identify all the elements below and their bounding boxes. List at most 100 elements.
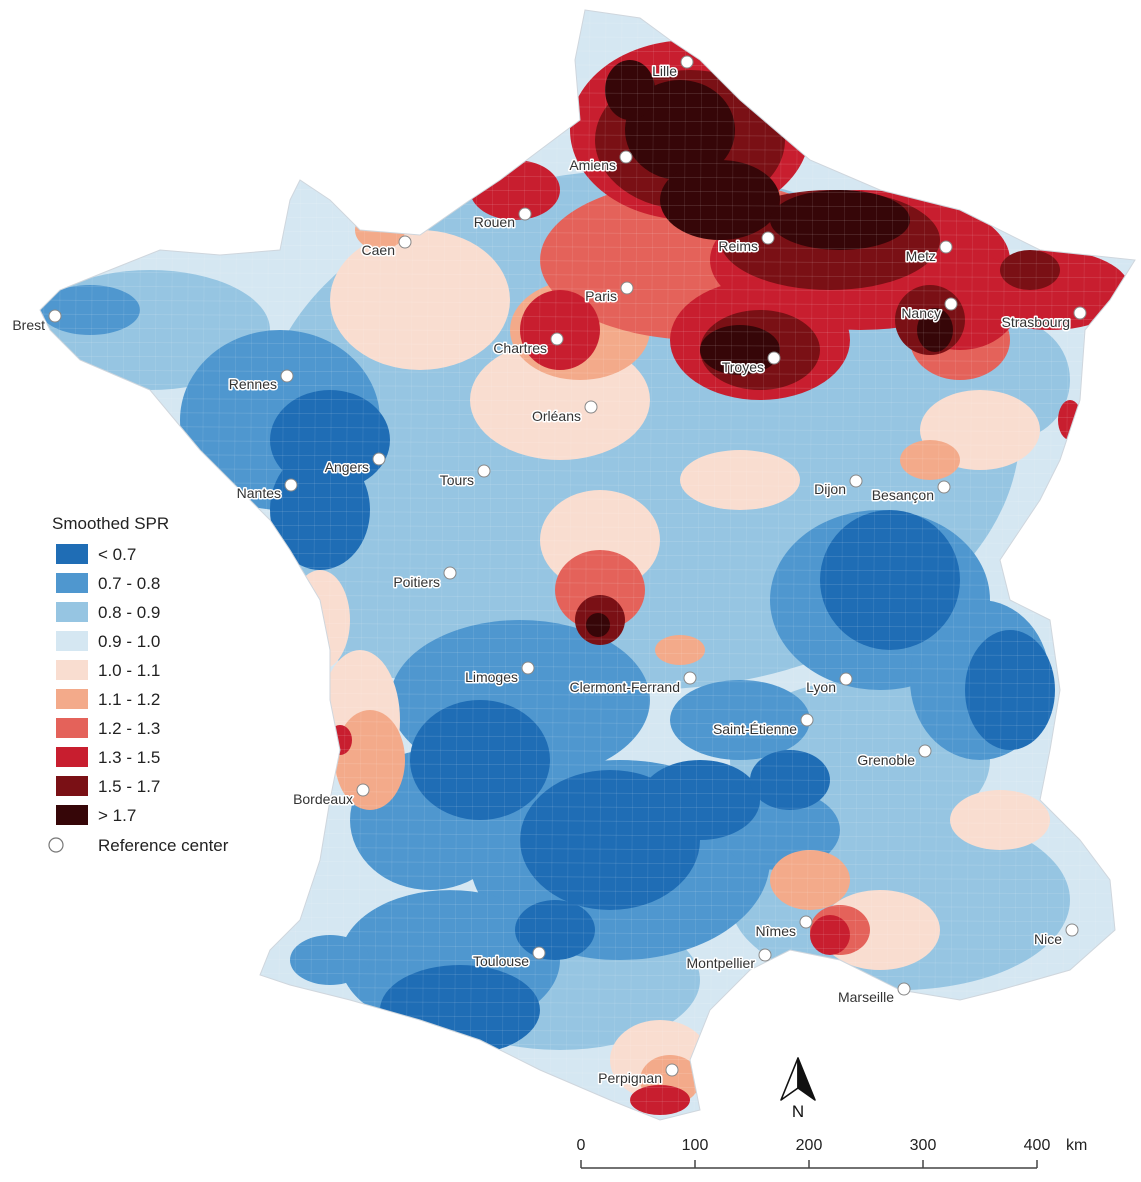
city-label-nice: Nice bbox=[1034, 931, 1062, 947]
city-marker-strasbourg bbox=[1073, 306, 1087, 320]
border-texture bbox=[40, 425, 1135, 433]
spr-zone bbox=[40, 285, 140, 335]
spr-zone bbox=[670, 680, 810, 760]
spr-zone bbox=[290, 570, 350, 670]
legend-label: > 1.7 bbox=[98, 806, 136, 825]
border-texture bbox=[40, 439, 1135, 447]
city-label-troyes: Troyes bbox=[722, 359, 764, 375]
city-marker-rouen bbox=[518, 207, 532, 221]
border-texture bbox=[181, 10, 191, 1120]
legend-swatch bbox=[56, 660, 88, 680]
legend-label: < 0.7 bbox=[98, 545, 136, 564]
legend-label: 1.2 - 1.3 bbox=[98, 719, 160, 738]
border-texture bbox=[485, 10, 495, 1120]
scale-bar: 0 100 200 300 400 km bbox=[577, 1137, 1087, 1169]
border-texture bbox=[40, 313, 1135, 321]
city-label-brest: Brest bbox=[12, 317, 45, 333]
border-texture bbox=[40, 453, 1135, 461]
city-label-tours: Tours bbox=[440, 472, 474, 488]
border-texture bbox=[709, 10, 719, 1120]
spr-zone bbox=[515, 900, 595, 960]
border-texture bbox=[1109, 10, 1119, 1120]
border-texture bbox=[40, 257, 1135, 265]
border-texture bbox=[1093, 10, 1103, 1120]
border-texture bbox=[533, 10, 543, 1120]
spr-zone bbox=[750, 750, 830, 810]
city-label-nantes: Nantes bbox=[237, 485, 281, 501]
border-texture bbox=[40, 1111, 1135, 1119]
border-texture bbox=[773, 10, 783, 1120]
city-label-lille: Lille bbox=[652, 63, 677, 79]
border-texture bbox=[117, 10, 127, 1120]
city-marker-marseille bbox=[897, 982, 911, 996]
city-label-toulouse: Toulouse bbox=[473, 953, 529, 969]
city-marker-lille bbox=[680, 55, 694, 69]
spr-zone bbox=[605, 60, 655, 120]
border-texture bbox=[885, 10, 895, 1120]
legend-swatch bbox=[56, 631, 88, 651]
city-label-marseille: Marseille bbox=[838, 989, 894, 1005]
border-texture bbox=[757, 10, 767, 1120]
legend-swatch bbox=[56, 718, 88, 738]
spr-zone bbox=[335, 710, 405, 810]
france-border bbox=[39, 9, 1136, 1121]
border-texture bbox=[501, 10, 511, 1120]
border-texture bbox=[213, 10, 223, 1120]
city-marker-montpellier bbox=[758, 948, 772, 962]
legend-label: 0.8 - 0.9 bbox=[98, 603, 160, 622]
legend-label: 1.3 - 1.5 bbox=[98, 748, 160, 767]
city-marker-rennes bbox=[280, 369, 294, 383]
border-texture bbox=[30, 1126, 1140, 1132]
border-texture bbox=[40, 285, 1135, 293]
scale-tick-label: 200 bbox=[796, 1137, 823, 1154]
border-texture bbox=[693, 10, 703, 1120]
border-texture bbox=[469, 10, 479, 1120]
spr-zone bbox=[950, 790, 1050, 850]
city-label-reims: Reims bbox=[718, 238, 758, 254]
city-marker-limoges bbox=[521, 661, 535, 675]
border-texture bbox=[805, 10, 815, 1120]
north-arrow-left-icon bbox=[780, 1057, 799, 1101]
city-label-grenoble: Grenoble bbox=[857, 752, 915, 768]
city-marker-grenoble bbox=[918, 744, 932, 758]
legend-swatch bbox=[56, 747, 88, 767]
north-label: N bbox=[792, 1102, 804, 1121]
border-texture bbox=[85, 10, 95, 1120]
legend-reference-label: Reference center bbox=[98, 836, 229, 855]
border-texture bbox=[837, 10, 847, 1120]
reference-centers: Lille Amiens Rouen Caen Reims Metz Paris Nancy S… bbox=[11, 55, 1087, 1088]
city-label-rennes: Rennes bbox=[229, 376, 277, 392]
scale-tick-label: 0 bbox=[577, 1137, 586, 1154]
legend-label: 0.7 - 0.8 bbox=[98, 574, 160, 593]
legend-title: Smoothed SPR bbox=[52, 514, 169, 533]
city-label-metz: Metz bbox=[906, 248, 936, 264]
legend-swatch bbox=[56, 573, 88, 593]
border-texture bbox=[133, 10, 143, 1120]
city-marker-caen bbox=[398, 235, 412, 249]
city-label-poitiers: Poitiers bbox=[393, 574, 440, 590]
border-texture bbox=[229, 10, 239, 1120]
spr-zone bbox=[640, 760, 760, 840]
border-texture bbox=[40, 10, 47, 1120]
border-texture bbox=[517, 10, 527, 1120]
border-texture bbox=[1125, 10, 1135, 1120]
spr-zone bbox=[380, 965, 540, 1055]
scale-unit: km bbox=[1066, 1137, 1087, 1154]
border-texture bbox=[22, 10, 30, 1130]
border-texture bbox=[549, 10, 559, 1120]
scale-tick-label: 300 bbox=[910, 1137, 937, 1154]
city-marker-amiens bbox=[619, 150, 633, 164]
border-texture bbox=[581, 10, 591, 1120]
city-marker-nancy bbox=[944, 297, 958, 311]
spr-zone bbox=[655, 635, 705, 665]
city-label-perpignan: Perpignan bbox=[598, 1070, 662, 1086]
legend-swatch bbox=[56, 602, 88, 622]
border-texture bbox=[165, 10, 175, 1120]
legend: Smoothed SPR < 0.7 0.7 - 0.8 0.8 - 0.9 0.9 … bbox=[48, 514, 229, 855]
north-arrow: N bbox=[780, 1057, 816, 1121]
border-texture bbox=[565, 10, 575, 1120]
legend-label: 1.1 - 1.2 bbox=[98, 690, 160, 709]
legend-swatch bbox=[56, 805, 88, 825]
border-texture bbox=[629, 10, 639, 1120]
